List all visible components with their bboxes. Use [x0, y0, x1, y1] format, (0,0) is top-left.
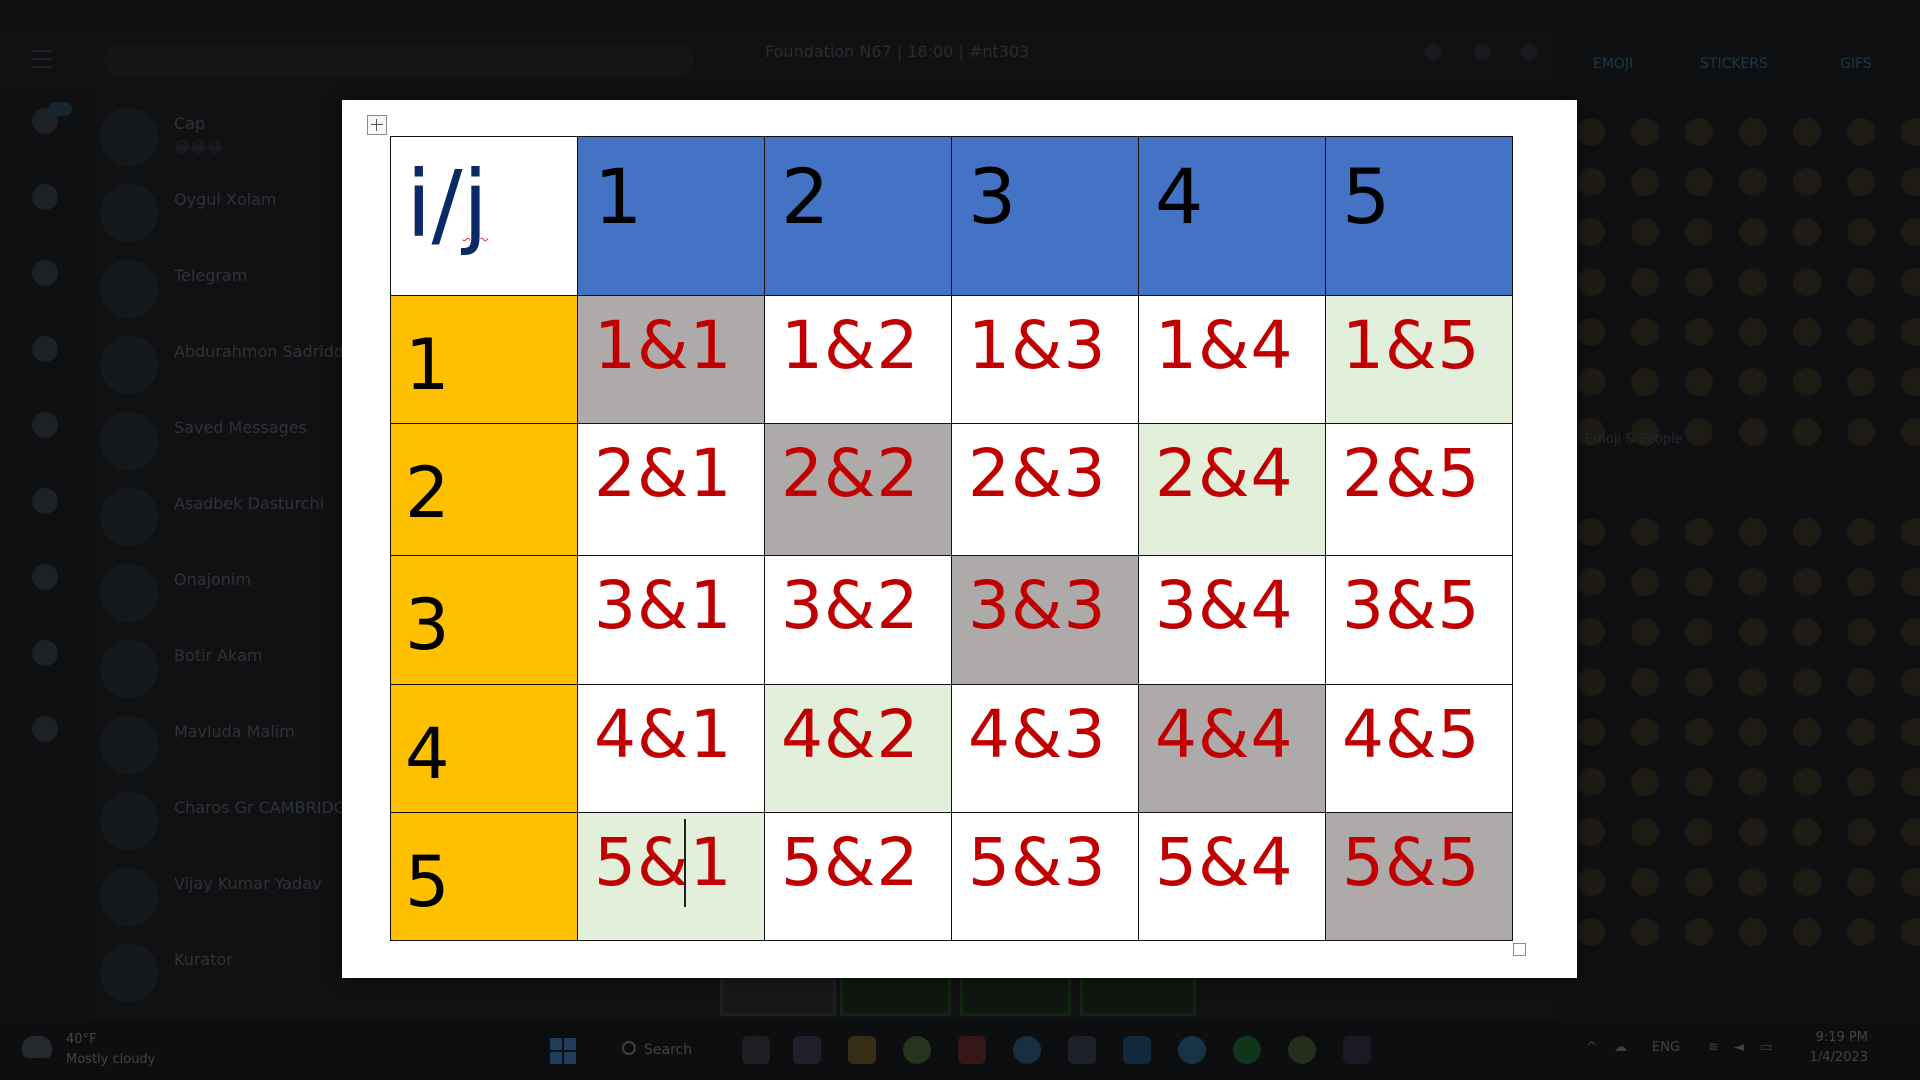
table-cell[interactable]: 3&2 [764, 555, 952, 685]
table-row: 2 2&1 2&2 2&3 2&4 2&5 [390, 423, 1513, 556]
table-cell[interactable]: 4&5 [1325, 684, 1513, 813]
row-header-cell[interactable]: 2 [390, 423, 578, 556]
table-cell[interactable]: 1&3 [951, 295, 1139, 424]
table-cell[interactable]: 2&5 [1325, 423, 1513, 556]
table-cell[interactable]: 5&2 [764, 812, 952, 941]
table-cell[interactable]: 4&3 [951, 684, 1139, 813]
row-header-cell[interactable]: 4 [390, 684, 578, 813]
table-cell[interactable]: 1&5 [1325, 295, 1513, 424]
table-row: 5 5&1 5&2 5&3 5&4 5&5 [390, 812, 1513, 941]
column-header-cell[interactable]: 4 [1138, 136, 1326, 296]
table-cell[interactable]: 3&5 [1325, 555, 1513, 685]
column-header-cell[interactable]: 1 [577, 136, 765, 296]
table-cell[interactable]: 1&2 [764, 295, 952, 424]
table-cell[interactable]: 4&4 [1138, 684, 1326, 813]
table-cell[interactable]: 5&3 [951, 812, 1139, 941]
table-resize-handle-icon[interactable] [1513, 943, 1526, 956]
table-cell[interactable]: 5&4 [1138, 812, 1326, 941]
table-cell[interactable]: 4&1 [577, 684, 765, 813]
table-cell[interactable]: 4&2 [764, 684, 952, 813]
table-row: 3 3&1 3&2 3&3 3&4 3&5 [390, 555, 1513, 685]
table-row: 4 4&1 4&2 4&3 4&4 4&5 [390, 684, 1513, 813]
table-corner-cell[interactable]: i/j [390, 136, 578, 296]
table-cell[interactable]: 5&5 [1325, 812, 1513, 941]
column-header-cell[interactable]: 2 [764, 136, 952, 296]
table-cell[interactable]: 2&3 [951, 423, 1139, 556]
table-cell[interactable]: 2&1 [577, 423, 765, 556]
column-header-cell[interactable]: 5 [1325, 136, 1513, 296]
table-cell[interactable]: 3&1 [577, 555, 765, 685]
row-header-cell[interactable]: 1 [390, 295, 578, 424]
table-cell[interactable]: 1&1 [577, 295, 765, 424]
table-cell[interactable]: 5&1 [577, 812, 765, 941]
row-header-cell[interactable]: 3 [390, 555, 578, 685]
text-cursor [684, 819, 686, 907]
table-header-row: i/j 1 2 3 4 5 [390, 136, 1513, 296]
table-cell[interactable]: 3&4 [1138, 555, 1326, 685]
ij-table: i/j 1 2 3 4 5 1 1&1 1&2 1&3 1&4 1&5 2 2&… [390, 136, 1513, 941]
image-viewer-document: i/j 1 2 3 4 5 1 1&1 1&2 1&3 1&4 1&5 2 2&… [342, 100, 1577, 978]
row-header-cell[interactable]: 5 [390, 812, 578, 941]
table-cell[interactable]: 2&2 [764, 423, 952, 556]
table-row: 1 1&1 1&2 1&3 1&4 1&5 [390, 295, 1513, 424]
table-cell[interactable]: 3&3 [951, 555, 1139, 685]
table-move-handle-icon[interactable] [367, 115, 387, 135]
table-cell[interactable]: 2&4 [1138, 423, 1326, 556]
column-header-cell[interactable]: 3 [951, 136, 1139, 296]
table-cell[interactable]: 1&4 [1138, 295, 1326, 424]
